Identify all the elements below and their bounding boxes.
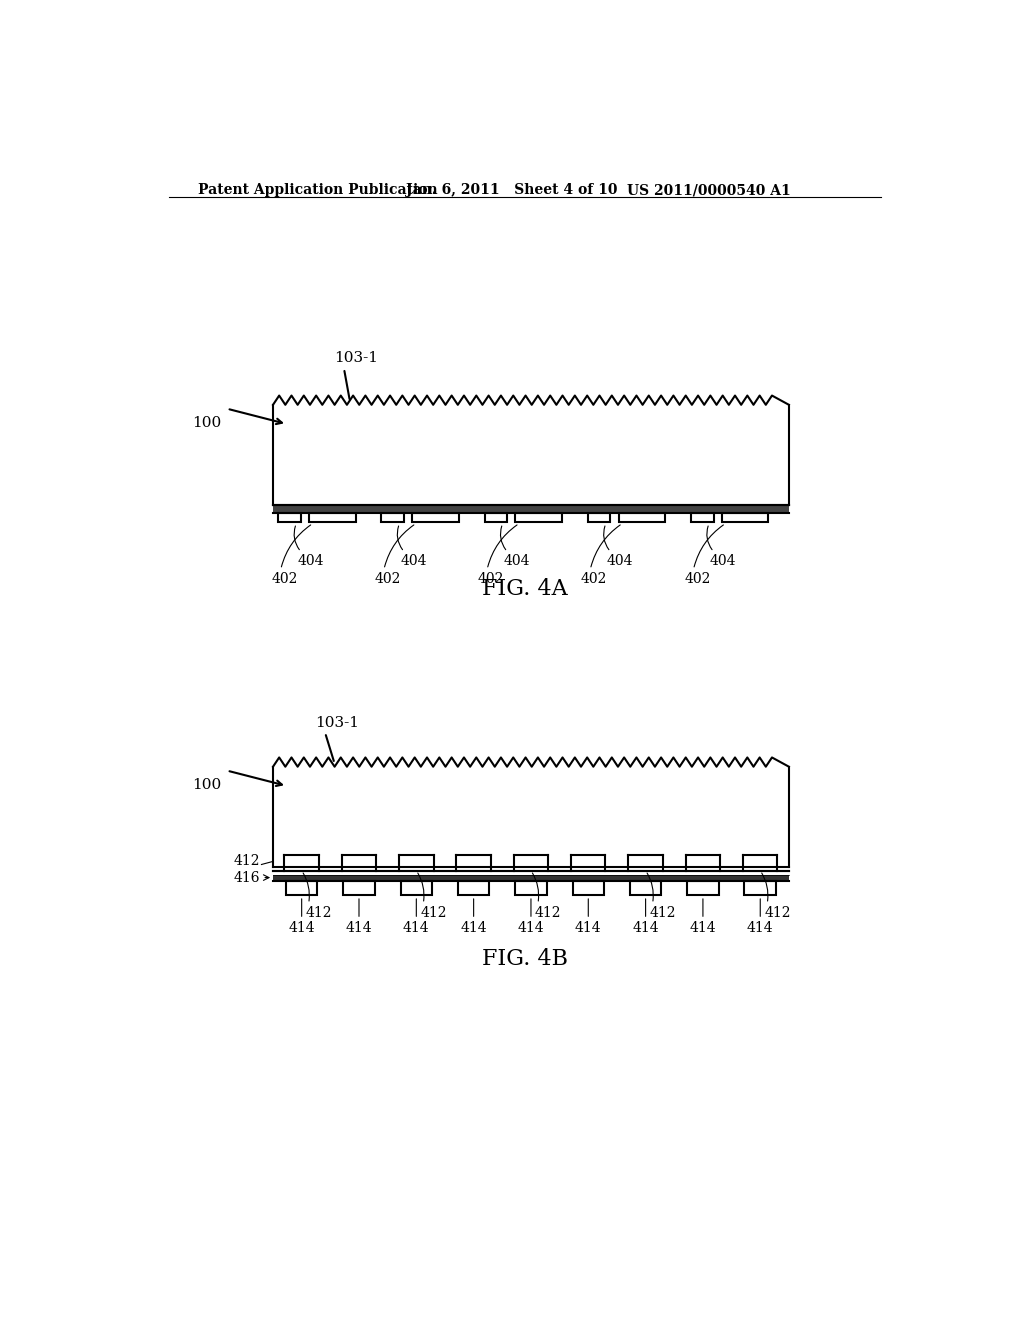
Bar bbox=[273, 874, 788, 880]
Text: 414: 414 bbox=[346, 921, 373, 936]
Bar bbox=[484, 512, 507, 521]
Text: 414: 414 bbox=[574, 921, 601, 936]
Text: 404: 404 bbox=[504, 554, 530, 568]
Bar bbox=[515, 880, 547, 895]
Text: 103-1: 103-1 bbox=[335, 351, 379, 399]
Bar bbox=[744, 880, 776, 895]
Text: 414: 414 bbox=[289, 921, 315, 936]
Text: FIG. 4A: FIG. 4A bbox=[482, 578, 567, 601]
Bar bbox=[572, 880, 604, 895]
Bar bbox=[515, 512, 562, 521]
Bar bbox=[343, 880, 375, 895]
Text: 100: 100 bbox=[193, 779, 221, 792]
Text: 414: 414 bbox=[746, 921, 773, 936]
Text: 402: 402 bbox=[684, 572, 711, 586]
Text: 414: 414 bbox=[689, 921, 716, 936]
Bar bbox=[400, 880, 432, 895]
Bar bbox=[618, 512, 666, 521]
Text: 414: 414 bbox=[632, 921, 658, 936]
Bar bbox=[722, 512, 768, 521]
Bar bbox=[691, 512, 714, 521]
Text: 404: 404 bbox=[607, 554, 633, 568]
Bar bbox=[381, 512, 404, 521]
Text: 414: 414 bbox=[403, 921, 430, 936]
Text: 404: 404 bbox=[710, 554, 736, 568]
Text: 402: 402 bbox=[581, 572, 607, 586]
Text: 412: 412 bbox=[420, 906, 446, 920]
Text: 100: 100 bbox=[193, 416, 221, 430]
Text: Jan. 6, 2011   Sheet 4 of 10: Jan. 6, 2011 Sheet 4 of 10 bbox=[407, 183, 617, 197]
Bar bbox=[588, 512, 610, 521]
Bar bbox=[273, 506, 788, 512]
Text: US 2011/0000540 A1: US 2011/0000540 A1 bbox=[628, 183, 791, 197]
Bar bbox=[458, 880, 489, 895]
Text: 412: 412 bbox=[649, 906, 676, 920]
Text: 412: 412 bbox=[764, 906, 791, 920]
Text: 414: 414 bbox=[461, 921, 487, 936]
Bar bbox=[687, 880, 719, 895]
Text: FIG. 4B: FIG. 4B bbox=[482, 948, 567, 970]
Text: 404: 404 bbox=[400, 554, 427, 568]
Text: 402: 402 bbox=[375, 572, 401, 586]
Bar bbox=[630, 880, 662, 895]
Text: 414: 414 bbox=[518, 921, 545, 936]
Bar bbox=[413, 512, 459, 521]
Bar bbox=[286, 880, 317, 895]
Text: 416: 416 bbox=[233, 871, 260, 884]
Bar bbox=[273, 871, 788, 875]
Text: 412: 412 bbox=[233, 854, 260, 867]
Text: Patent Application Publication: Patent Application Publication bbox=[199, 183, 438, 197]
Text: 103-1: 103-1 bbox=[315, 715, 359, 760]
Bar bbox=[309, 512, 355, 521]
Text: 402: 402 bbox=[478, 572, 504, 586]
Text: 412: 412 bbox=[535, 906, 561, 920]
Text: 412: 412 bbox=[305, 906, 332, 920]
Text: 404: 404 bbox=[297, 554, 324, 568]
Bar bbox=[279, 512, 301, 521]
Text: 402: 402 bbox=[271, 572, 298, 586]
